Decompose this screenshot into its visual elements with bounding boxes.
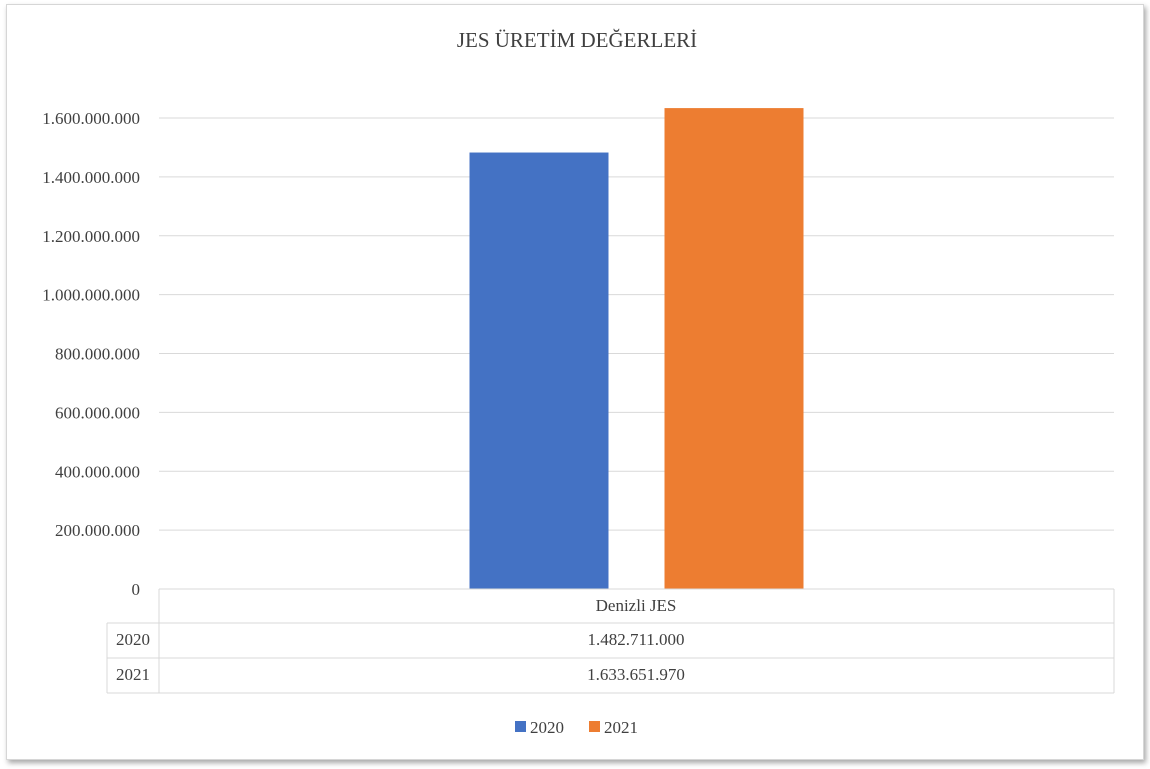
bars <box>469 108 804 590</box>
y-tick-label: 600.000.000 <box>55 403 140 422</box>
y-tick-label: 800.000.000 <box>55 345 140 364</box>
table-category-label: Denizli JES <box>596 596 677 615</box>
y-tick-label: 1.200.000.000 <box>42 227 140 246</box>
y-tick-label: 200.000.000 <box>55 521 140 540</box>
legend-label-2020: 2020 <box>530 718 564 737</box>
table-row-2020-name: 2020 <box>116 630 150 649</box>
data-table <box>106 588 1115 694</box>
table-row-2021-name: 2021 <box>116 665 150 684</box>
bar-2020 <box>469 152 609 589</box>
legend-label-2021: 2021 <box>604 718 638 737</box>
table-row-2020-value: 1.482.711.000 <box>587 630 684 649</box>
y-tick-label: 1.600.000.000 <box>42 109 140 128</box>
y-tick-label: 400.000.000 <box>55 462 140 481</box>
y-axis-ticks: 0 200.000.000 400.000.000 600.000.000 800.00… <box>42 109 140 599</box>
y-tick-label: 0 <box>132 580 141 599</box>
bar-2021 <box>664 108 804 590</box>
legend-swatch-2020 <box>515 721 526 732</box>
gridlines <box>159 117 1114 531</box>
y-tick-label: 1.000.000.000 <box>42 286 140 305</box>
chart-title: JES ÜRETİM DEĞERLERİ <box>457 28 697 52</box>
legend-swatch-2021 <box>589 721 600 732</box>
table-row-2021-value: 1.633.651.970 <box>587 665 685 684</box>
y-tick-label: 1.400.000.000 <box>42 168 140 187</box>
